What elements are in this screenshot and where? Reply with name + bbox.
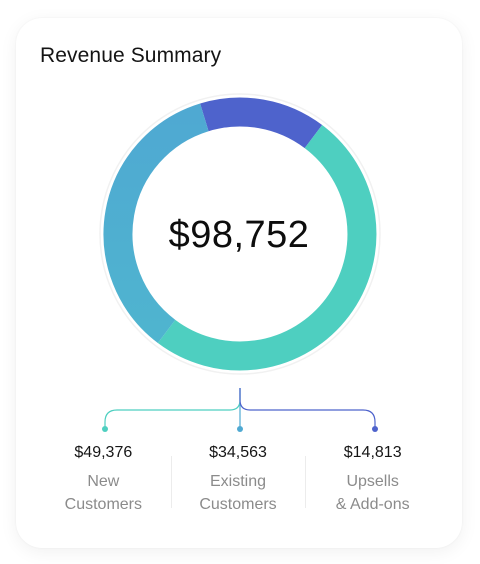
legend-dot-upsells [372, 426, 378, 432]
existing-customers-amount: $34,563 [209, 444, 267, 461]
legend-dot-existing-customers [237, 426, 243, 432]
total-revenue-value: $98,752 [168, 214, 310, 256]
donut-slice-existing-customers [103, 103, 209, 344]
connector-upsells [239, 388, 376, 429]
connector-new-customers [104, 388, 241, 429]
legend-item-new-customers: $49,376 New Customers [36, 442, 171, 516]
new-customers-amount: $49,376 [74, 444, 133, 461]
legend-item-upsells: $14,813 Upsells & Add-ons [305, 442, 440, 516]
upsells-amount: $14,813 [343, 444, 402, 461]
legend: $49,376 New Customers $34,563 Existing C… [36, 442, 440, 516]
new-customers-label-line2: Customers [64, 496, 143, 513]
upsells-label-line2: & Add-ons [335, 496, 410, 513]
donut-slice-upsells [200, 97, 323, 149]
new-customers-label-line1: New [87, 473, 120, 490]
donut-outline [99, 93, 381, 375]
existing-customers-label-line1: Existing [209, 473, 267, 490]
revenue-summary-card: Revenue Summary $98,752 $49,376 New Cust… [16, 18, 462, 548]
legend-dot-new-customers [102, 426, 108, 432]
existing-customers-label-line2: Customers [199, 496, 277, 513]
donut-chart [99, 93, 381, 432]
upsells-label-line1: Upsells [346, 473, 399, 490]
donut-slice-new-customers [157, 125, 377, 371]
legend-item-existing-customers: $34,563 Existing Customers [170, 442, 306, 516]
card-title: Revenue Summary [40, 44, 222, 67]
